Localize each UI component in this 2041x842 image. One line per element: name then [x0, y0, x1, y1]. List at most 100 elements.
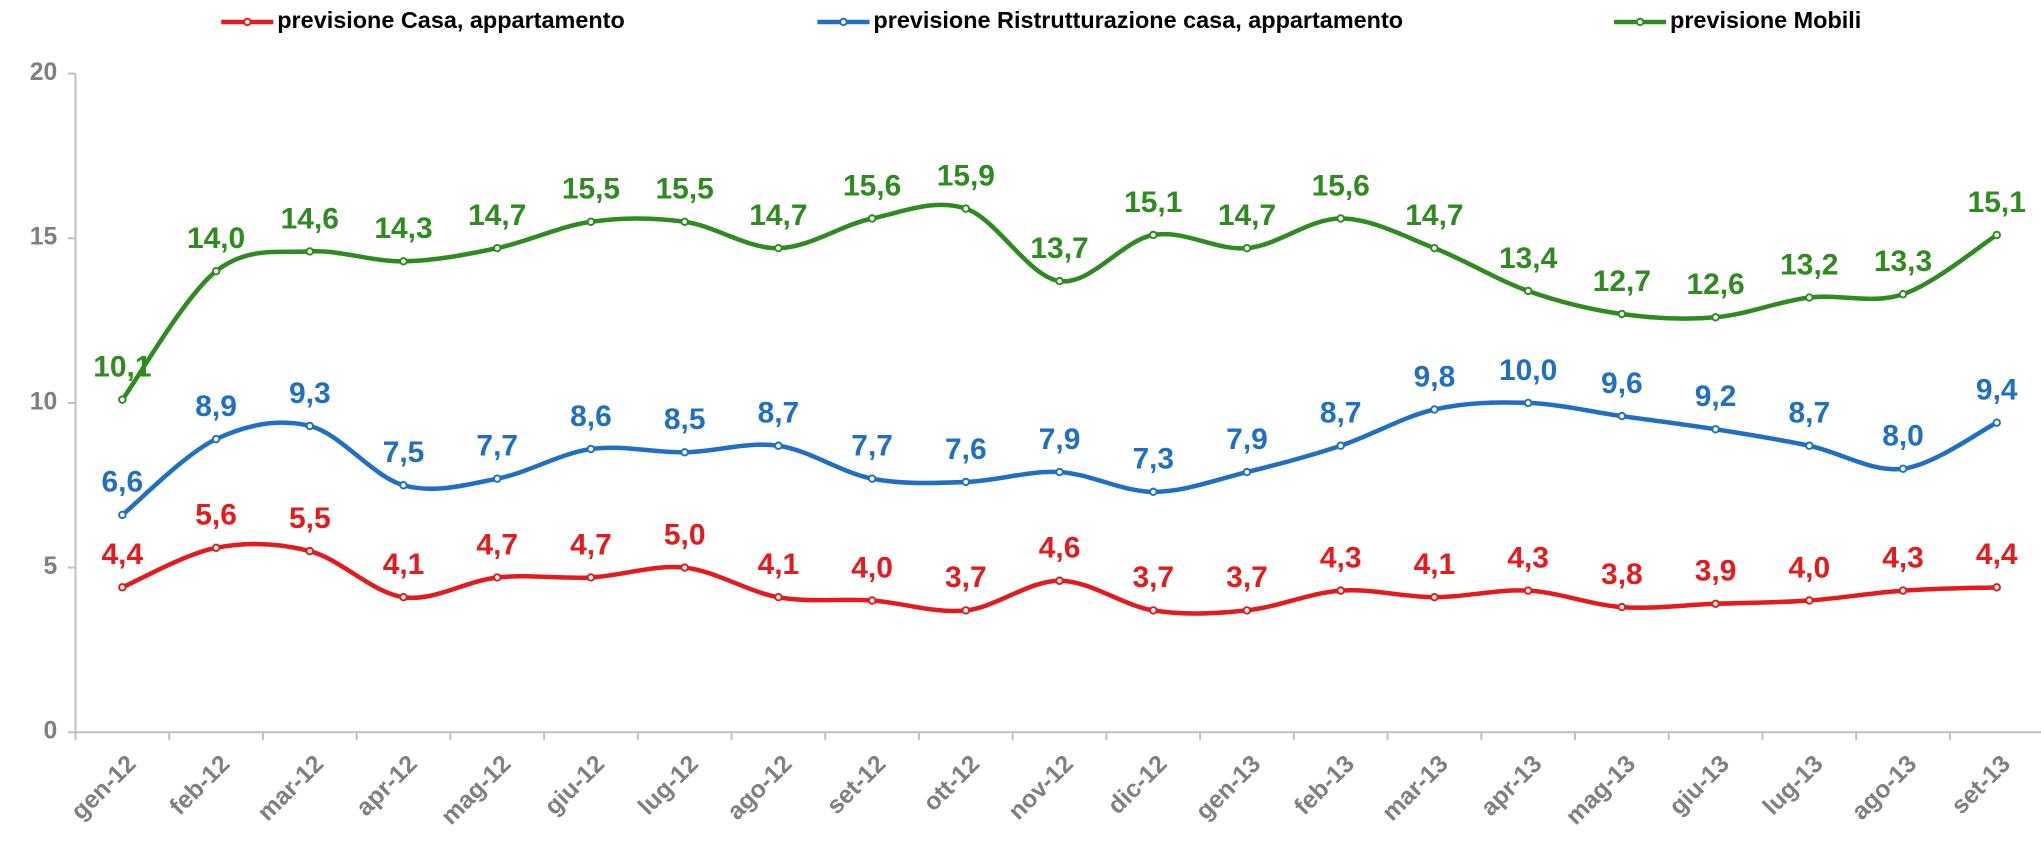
point: [399, 593, 408, 602]
value-label: 5,6: [195, 499, 237, 532]
value-label: 8,0: [1882, 420, 1924, 453]
value-label: 3,8: [1601, 558, 1643, 591]
point: [305, 546, 315, 556]
point: [680, 448, 689, 457]
value-label: 4,3: [1320, 542, 1362, 575]
value-label: 14,7: [1405, 199, 1463, 232]
point: [1336, 586, 1345, 595]
point: [1336, 441, 1345, 450]
point: [1523, 398, 1533, 408]
value-label: 5,0: [664, 519, 706, 552]
point: [1242, 606, 1252, 615]
value-label: 4,3: [1882, 542, 1924, 575]
value-label: 3,9: [1695, 555, 1737, 588]
legend-marker: [839, 17, 848, 27]
point: [493, 474, 502, 483]
value-label: 15,6: [1312, 169, 1370, 202]
x-tick-label: dic-12: [1103, 750, 1173, 819]
value-label: 8,5: [664, 403, 706, 436]
value-label: 9,6: [1601, 367, 1643, 400]
x-tick-label: lug-12: [633, 750, 704, 820]
value-label: 13,3: [1874, 245, 1932, 278]
point: [118, 583, 127, 592]
value-label: 7,9: [1226, 423, 1268, 456]
legend-label: previsione Casa, appartamento: [277, 7, 625, 33]
value-label: 6,6: [102, 466, 144, 499]
point: [586, 217, 596, 226]
value-label: 9,4: [1976, 374, 2018, 407]
point: [961, 606, 971, 615]
value-label: 7,5: [383, 436, 425, 469]
x-tick-label: ago-12: [722, 750, 798, 825]
value-label: 9,8: [1414, 360, 1456, 393]
value-label: 7,9: [1039, 423, 1081, 456]
value-label: 14,7: [468, 199, 526, 232]
x-tick-label: mar-12: [253, 750, 330, 826]
value-label: 8,9: [195, 390, 237, 423]
point: [1711, 599, 1720, 608]
point: [399, 481, 408, 490]
x-tick-label: apr-12: [351, 750, 423, 821]
point: [1430, 593, 1439, 602]
point: [1711, 313, 1720, 322]
value-label: 3,7: [1226, 561, 1268, 594]
value-label: 15,5: [562, 173, 620, 206]
value-label: 4,7: [570, 528, 612, 561]
point: [1617, 411, 1627, 421]
point: [961, 204, 971, 213]
x-tick-label: giu-13: [1664, 750, 1735, 820]
legend-label: previsione Mobili: [1670, 7, 1861, 33]
value-label: 8,6: [570, 400, 612, 433]
point: [1336, 214, 1345, 223]
value-label: 14,7: [749, 199, 807, 232]
point: [1992, 583, 2001, 592]
value-label: 4,7: [476, 528, 518, 561]
point: [211, 543, 221, 553]
point: [1898, 290, 1908, 299]
value-label: 14,6: [281, 202, 339, 235]
point: [1617, 602, 1627, 612]
value-label: 8,7: [758, 397, 800, 430]
value-label: 13,7: [1030, 232, 1088, 265]
point: [1898, 464, 1908, 473]
value-label: 15,9: [937, 160, 995, 193]
value-label: 15,6: [843, 169, 901, 202]
x-tick-label: gen-13: [1191, 750, 1267, 825]
value-label: 9,2: [1695, 380, 1737, 413]
point: [1617, 309, 1627, 319]
x-tick-label: giu-12: [540, 750, 611, 820]
point: [1242, 243, 1252, 253]
value-label: 3,7: [945, 561, 987, 594]
legend-marker: [1635, 17, 1645, 27]
point: [493, 573, 502, 582]
value-label: 12,7: [1593, 265, 1651, 298]
point: [1242, 467, 1252, 477]
x-tick-label: apr-13: [1476, 750, 1548, 821]
point: [867, 596, 877, 605]
value-label: 4,3: [1507, 542, 1549, 575]
value-label: 15,1: [1124, 186, 1182, 219]
x-tick-label: mag-13: [1561, 750, 1641, 830]
value-label: 7,6: [945, 433, 987, 466]
x-tick-label: lug-13: [1758, 750, 1829, 820]
point: [1055, 276, 1064, 286]
value-label: 7,7: [851, 430, 893, 463]
x-tick-label: feb-13: [1289, 750, 1360, 820]
point: [1992, 418, 2001, 427]
y-tick-label: 10: [30, 388, 57, 415]
legend-marker: [243, 17, 252, 27]
y-tick-label: 20: [30, 59, 57, 86]
value-label: 14,3: [374, 212, 432, 245]
point: [1430, 243, 1439, 253]
point: [1523, 286, 1533, 296]
value-label: 3,7: [1132, 561, 1174, 594]
x-tick-label: gen-12: [66, 750, 142, 825]
x-tick-label: feb-12: [165, 750, 236, 820]
value-label: 4,0: [1788, 551, 1830, 584]
legend-label: previsione Ristrutturazione casa, appart…: [873, 7, 1403, 33]
point: [680, 217, 689, 226]
x-tick-label: nov-12: [1003, 750, 1079, 825]
value-label: 14,7: [1218, 199, 1276, 232]
value-label: 8,7: [1320, 397, 1362, 430]
